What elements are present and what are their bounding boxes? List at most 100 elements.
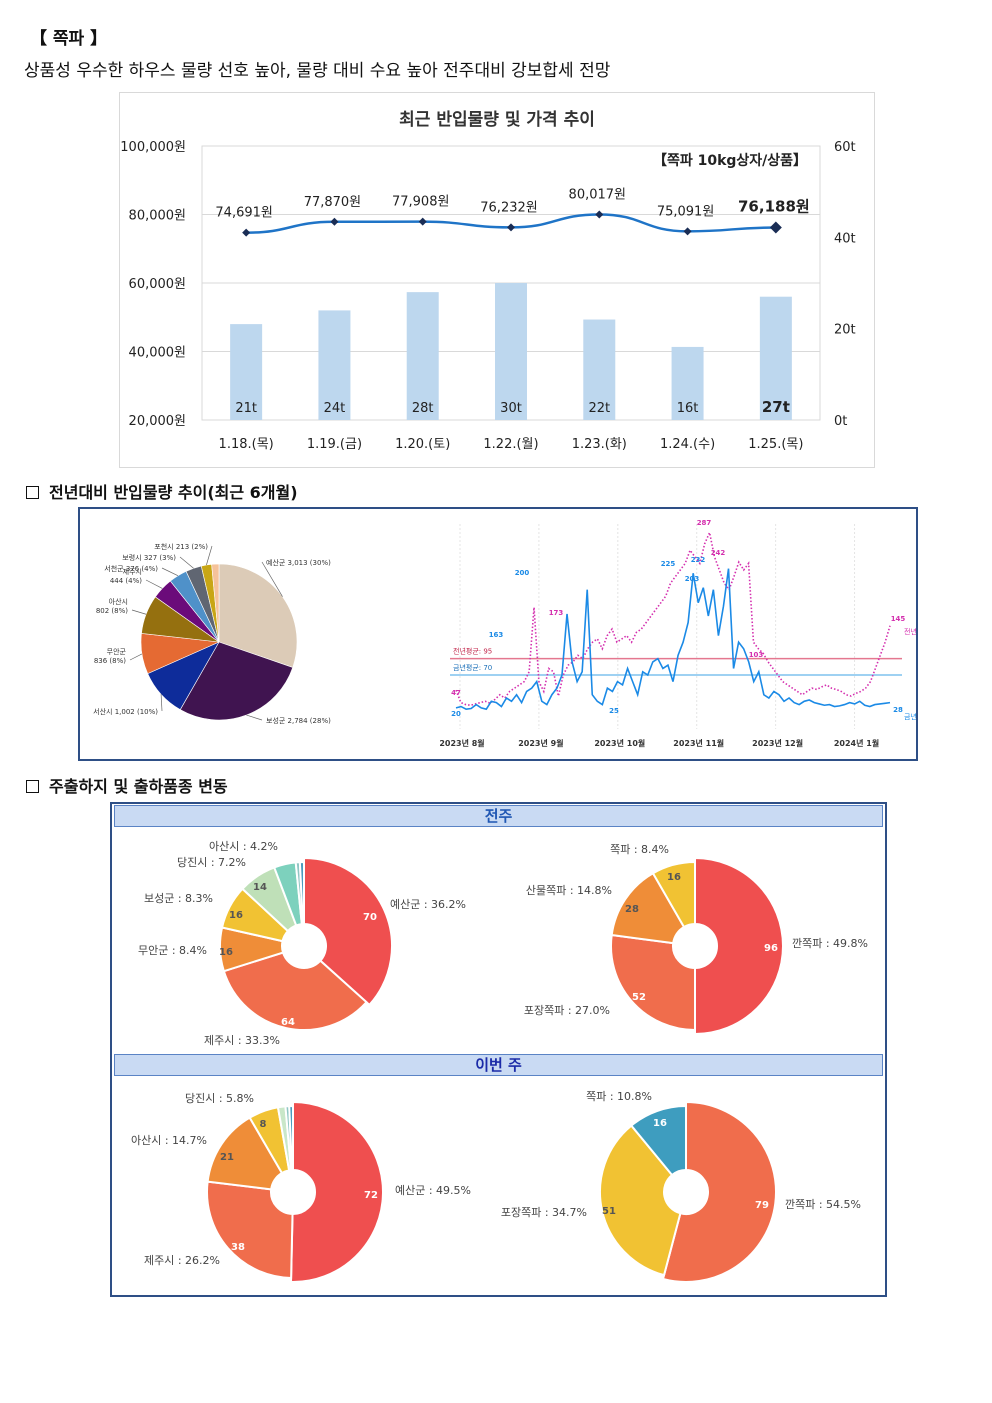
prev-variety-value-label: 16 [667, 872, 681, 883]
annual-panel: 예산군 3,013 (30%) 보성군 2,784 (28%) 서산시 1,002 … [78, 507, 918, 761]
origin-pie-label: 포천시 213 (2%) [154, 542, 208, 551]
this-origin-slice-label: 예산군 : 49.5% [395, 1184, 471, 1197]
trend-annotation: 28 [893, 706, 903, 714]
price-value-label: 77,870원 [304, 195, 361, 210]
band-this-week: 이번 주 [114, 1054, 883, 1076]
price-point [242, 228, 251, 237]
right-tick-label: 20t [834, 323, 856, 338]
x-tick-label: 1.19.(금) [307, 437, 362, 452]
origin-leader-line [246, 714, 263, 721]
origin-pie-label: 보령시 327 (3%) [122, 554, 176, 562]
price-point [769, 221, 782, 234]
chart-title: 최근 반입물량 및 가격 추이 [399, 110, 595, 130]
trend-annotation: 173 [549, 609, 564, 617]
prev-origin-slice [298, 860, 305, 926]
trend-x-tick-label: 2023년 12월 [752, 738, 803, 748]
bar-value-label: 30t [500, 401, 522, 416]
this-variety-slice-label: 포장쪽파 : 34.7% [501, 1206, 587, 1219]
recent-chart: 최근 반입물량 및 가격 추이 20,000원 40,000원 60,000원 80,0… [120, 110, 856, 452]
trend-x-tick-label: 2023년 9월 [518, 738, 563, 748]
section-title: 【 쪽파 】 [30, 29, 108, 49]
this-origin-slice [290, 1100, 384, 1283]
origin-pie-label: 보성군 2,784 (28%) [266, 716, 331, 725]
origin-leader-line [179, 556, 194, 569]
x-tick-label: 1.23.(화) [572, 437, 627, 452]
trend-annotation: 203 [685, 575, 700, 583]
volume-bar [583, 319, 616, 420]
this-variety-value-label: 16 [653, 1118, 667, 1129]
bar-value-label: 22t [588, 401, 610, 416]
prev-origin-value-label: 16 [229, 910, 243, 921]
prev-origin-slice-label: 무안군 : 8.4% [138, 944, 207, 957]
trend-annotation: 242 [711, 549, 726, 557]
recent-chart-panel: 최근 반입물량 및 가격 추이 20,000원 40,000원 60,000원 80,0… [119, 92, 875, 468]
this-origin-slice [206, 1116, 284, 1191]
price-value-label: 76,232원 [480, 200, 537, 215]
volume-bar [406, 292, 439, 420]
prev-variety-value-label: 28 [625, 904, 639, 915]
right-tick-label: 60t [834, 140, 856, 155]
right-tick-label: 40t [834, 231, 856, 246]
series-end-label: 금년 [904, 712, 916, 721]
checkbox-square-icon [26, 486, 39, 499]
origin-pie-label: 무안군 836 (8%) [94, 647, 127, 665]
origin-pie-label: 서천군 376 (4%) [104, 564, 158, 573]
prev-origin-slice [222, 951, 368, 1031]
prev-variety-slice [651, 860, 696, 929]
this-origin-value-label: 8 [260, 1119, 267, 1130]
prev-origin-slice-label: 당진시 : 7.2% [177, 856, 246, 869]
price-value-label: 74,691원 [215, 206, 272, 221]
this-origin-slice-label: 당진시 : 5.8% [185, 1092, 254, 1105]
this-variety-value-label: 51 [602, 1206, 616, 1217]
prev-variety-slice-label: 산물쪽파 : 14.8% [526, 884, 612, 897]
x-tick-label: 1.20.(토) [395, 437, 450, 452]
origin-pie-slice [179, 641, 294, 721]
trend-x-tick-label: 2023년 8월 [439, 738, 484, 748]
prev-variety-value-label: 52 [632, 992, 646, 1003]
origin-leader-line [129, 653, 143, 661]
shipping-heading-text: 주출하지 및 출하품종 변동 [49, 777, 228, 796]
prev-origin-slice-label: 예산군 : 36.2% [390, 898, 466, 911]
price-point [595, 210, 604, 219]
prev-origin-slice-label: 보성군 : 8.3% [144, 892, 213, 905]
prev-variety-slice-label: 쪽파 : 8.4% [610, 843, 669, 856]
shipping-panel: 전주 이번 주 70 예산군 : 36.2% 64 제주시 : 33.3% 16 무안군 … [110, 802, 887, 1297]
trend-annotation: 20 [451, 710, 461, 718]
x-tick-label: 1.24.(수) [660, 437, 715, 452]
prev-origin-slice-label: 제주시 : 33.3% [204, 1034, 280, 1047]
checkbox-square-icon [26, 780, 39, 793]
origin-pie-label: 예산군 3,013 (30%) [266, 558, 331, 567]
trend-annotation: 232 [691, 556, 706, 564]
trend-line-chart: 2023년 8월 2023년 9월 2023년 10월 2023년 11월 2023년 … [439, 519, 916, 748]
trend-annotation: 145 [891, 615, 906, 623]
price-point [507, 223, 515, 232]
price-point [418, 217, 427, 226]
prev-variety-slice [610, 933, 696, 1032]
trend-x-tick-label: 2024년 1월 [834, 738, 879, 748]
this-origin-slice-label: 아산시 : 14.7% [131, 1134, 207, 1147]
prev-origin-slice [303, 856, 393, 1007]
this-variety-value-label: 79 [755, 1200, 769, 1211]
left-tick-label: 40,000원 [129, 346, 186, 361]
price-point [683, 227, 692, 236]
origin-leader-line [160, 694, 163, 712]
average-label: 금년평균: 70 [453, 663, 492, 672]
prev-variety-slice [610, 871, 686, 945]
origin-leader-line [206, 545, 213, 566]
price-value-label: 80,017원 [569, 187, 626, 202]
headline: 상품성 우수한 하우스 물량 선호 높아, 물량 대비 수요 높아 전주대비 강… [24, 61, 611, 81]
x-tick-label: 1.18.(목) [219, 437, 274, 452]
volume-bar [759, 296, 792, 420]
origin-leader-line [261, 561, 283, 597]
trend-annotation: 225 [661, 560, 676, 568]
origin-leader-line [131, 609, 147, 615]
origin-pie-label: 아산시 802 (8%) [96, 597, 128, 615]
trend-series-line [455, 568, 891, 711]
origin-pie-label: 제주시 444 (4%) [110, 568, 142, 585]
this-origin-value-label: 38 [231, 1242, 245, 1253]
x-tick-label: 1.22.(월) [483, 437, 538, 452]
origin-pie-chart: 예산군 3,013 (30%) 보성군 2,784 (28%) 서산시 1,002 … [93, 542, 331, 725]
this-origin-slice [206, 1180, 294, 1280]
prev-variety-slice-label: 포장쪽파 : 27.0% [524, 1004, 610, 1017]
this-variety-slice [661, 1100, 777, 1283]
